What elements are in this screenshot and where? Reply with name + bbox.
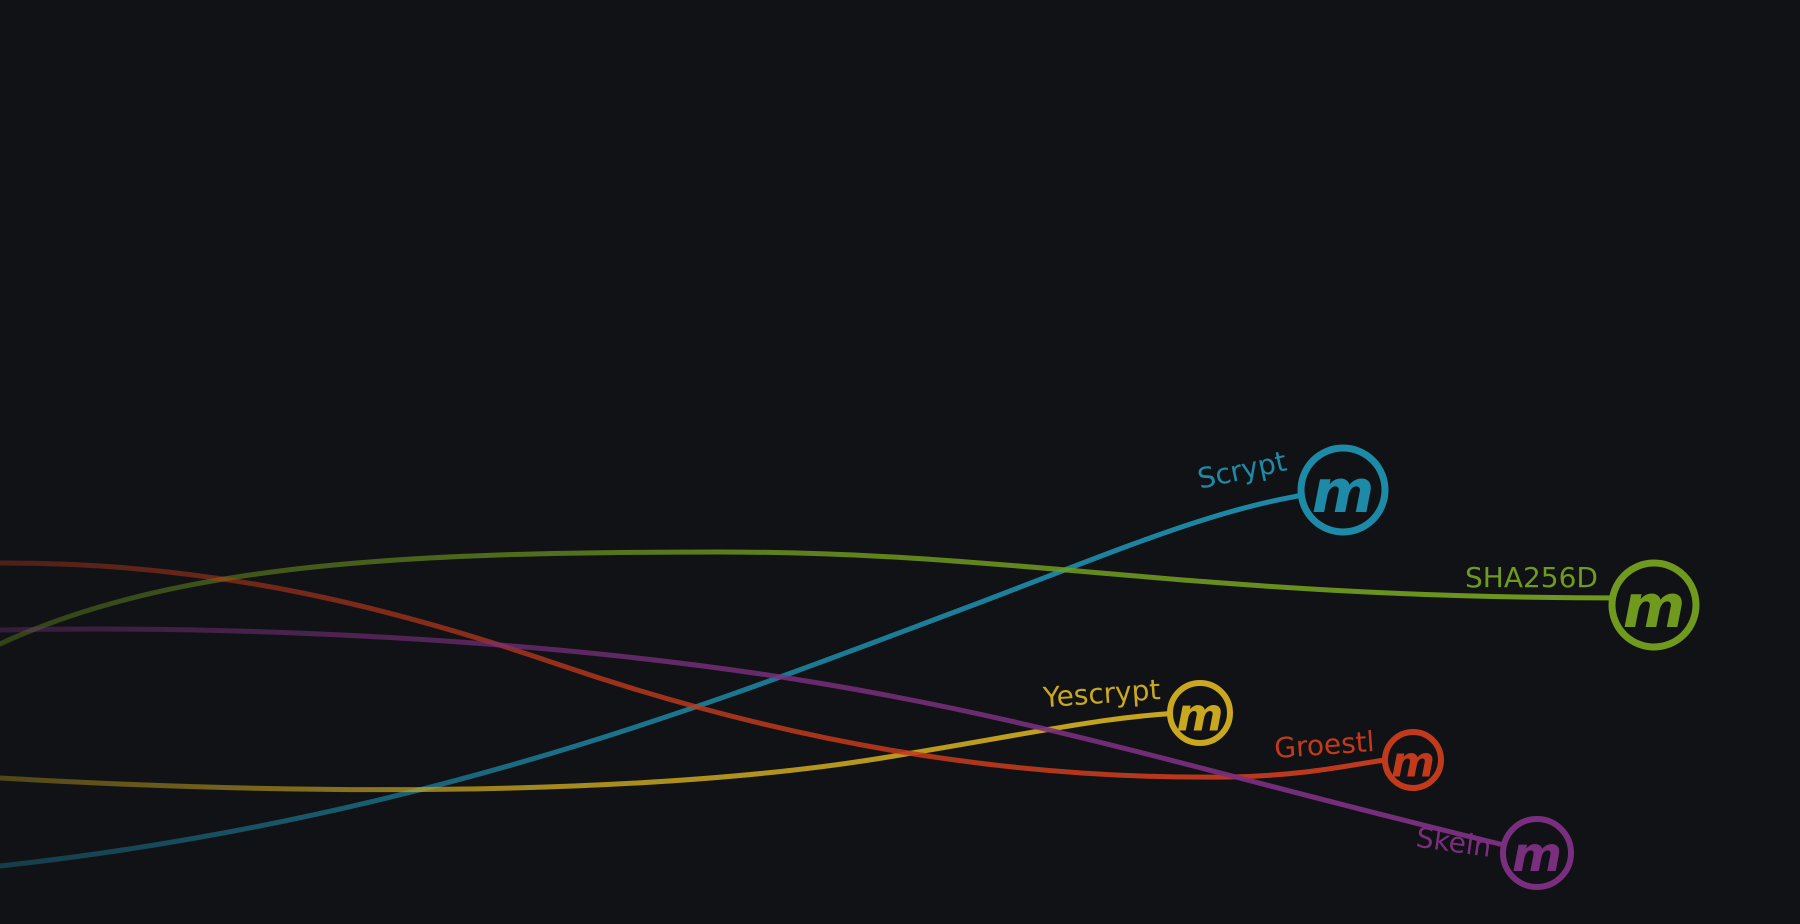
label-yescrypt: Yescrypt: [1041, 673, 1161, 714]
node-groestl: Groestl m: [1273, 725, 1444, 791]
curve-groestl: [0, 560, 1416, 780]
coin-glyph: m: [1623, 572, 1686, 642]
coin-glyph: m: [1177, 689, 1224, 742]
coin-glyph: m: [1512, 827, 1562, 883]
myriad-coin-icon: m: [1297, 444, 1389, 536]
myriad-coin-icon: m: [1608, 559, 1700, 651]
myriad-coin-icon: m: [1382, 729, 1444, 791]
node-yescrypt: Yescrypt m: [1041, 673, 1233, 746]
coin-glyph: m: [1312, 457, 1375, 527]
curve-sha256d: [0, 549, 1656, 647]
curve-yescrypt: [0, 709, 1203, 793]
myriad-coin-icon: m: [1500, 816, 1574, 890]
label-scrypt: Scrypt: [1195, 445, 1290, 496]
node-skein: Skein m: [1414, 816, 1574, 890]
myriad-coin-icon: m: [1167, 680, 1233, 746]
node-sha256d: SHA256D m: [1465, 559, 1700, 651]
node-scrypt: Scrypt m: [1195, 444, 1389, 536]
label-skein: Skein: [1414, 821, 1494, 864]
label-groestl: Groestl: [1273, 725, 1375, 765]
curve-skein: [0, 626, 1540, 856]
label-sha256d: SHA256D: [1465, 561, 1598, 594]
curve-scrypt: [0, 487, 1345, 869]
coin-glyph: m: [1391, 738, 1435, 787]
